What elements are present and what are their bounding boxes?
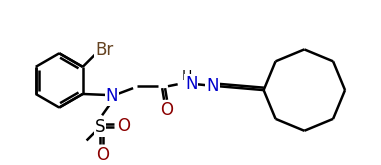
Text: S: S <box>95 118 106 136</box>
Text: N: N <box>185 75 197 93</box>
Text: N: N <box>106 87 118 105</box>
Text: H: H <box>181 69 192 83</box>
Text: N: N <box>206 77 219 95</box>
Text: O: O <box>117 117 130 135</box>
Text: Br: Br <box>95 41 113 59</box>
Text: O: O <box>160 101 173 119</box>
Text: O: O <box>96 146 110 164</box>
